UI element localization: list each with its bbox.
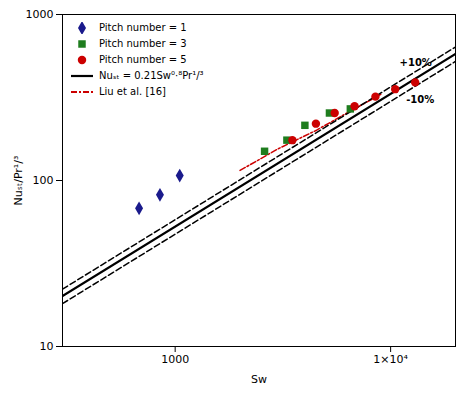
svg-text:100: 100 [33, 174, 54, 187]
svg-text:Nuₛₜ/Pr¹/³: Nuₛₜ/Pr¹/³ [12, 156, 25, 206]
html-text:Pitch number = 5: Pitch number = 5 [99, 54, 187, 65]
html-text:Nuₛₜ = 0.21Sw⁰·⁸Pr¹/³: Nuₛₜ = 0.21Sw⁰·⁸Pr¹/³ [99, 70, 204, 81]
svg-text:1000: 1000 [26, 8, 54, 21]
svg-text:+10%: +10% [400, 57, 432, 68]
html-text:Liu et al. [16]: Liu et al. [16] [99, 86, 166, 97]
svg-text:1000: 1000 [161, 353, 189, 366]
html-text:Pitch number = 1: Pitch number = 1 [99, 22, 187, 33]
svg-text:10: 10 [40, 340, 54, 353]
svg-text:-10%: -10% [406, 94, 434, 105]
html-text:Pitch number = 3: Pitch number = 3 [99, 38, 187, 49]
svg-text:Sw: Sw [251, 373, 267, 386]
svg-text:1×10⁴: 1×10⁴ [373, 353, 408, 366]
